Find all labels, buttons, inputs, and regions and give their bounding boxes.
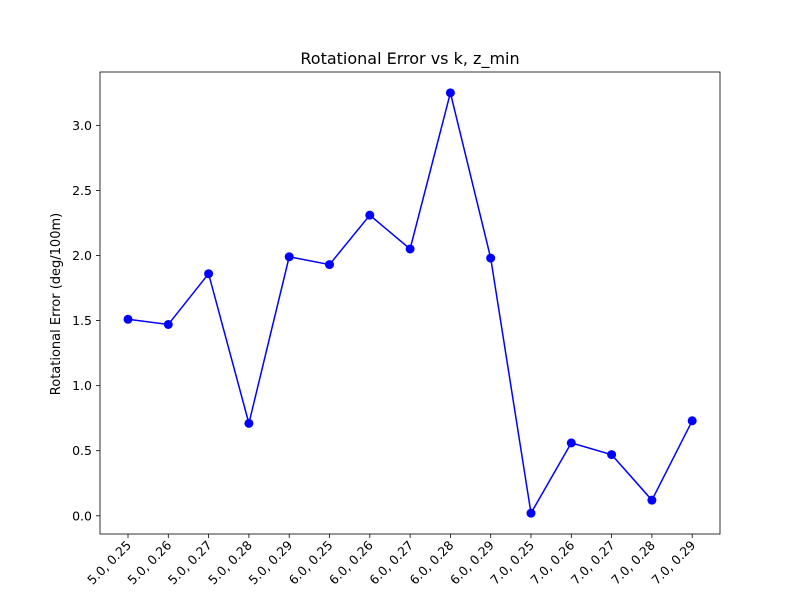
data-point [204, 269, 214, 279]
y-axis-title: Rotational Error (deg/100m) [49, 213, 64, 395]
data-point [325, 260, 334, 270]
data-point [365, 210, 375, 220]
data-point [687, 416, 697, 426]
data-point [405, 244, 415, 254]
data-point [566, 438, 576, 448]
y-tick-label: 1.5 [72, 313, 92, 328]
y-tick-label: 0.5 [72, 443, 92, 458]
y-tick-label: 1.0 [72, 378, 92, 393]
y-tick-label: 0.0 [72, 508, 92, 523]
data-point [284, 252, 294, 262]
y-tick-label: 2.5 [72, 183, 92, 198]
axes-frame [99, 71, 721, 535]
data-point [163, 319, 173, 329]
data-point [244, 418, 254, 428]
data-point [123, 314, 133, 324]
y-tick-label: 3.0 [72, 118, 92, 133]
data-point [526, 508, 536, 518]
y-tick-label: 2.0 [72, 248, 92, 263]
chart-title: Rotational Error vs k, z_min [300, 49, 519, 69]
data-point [486, 253, 496, 263]
data-point [647, 495, 657, 505]
data-point [607, 450, 617, 460]
data-point [445, 88, 455, 98]
